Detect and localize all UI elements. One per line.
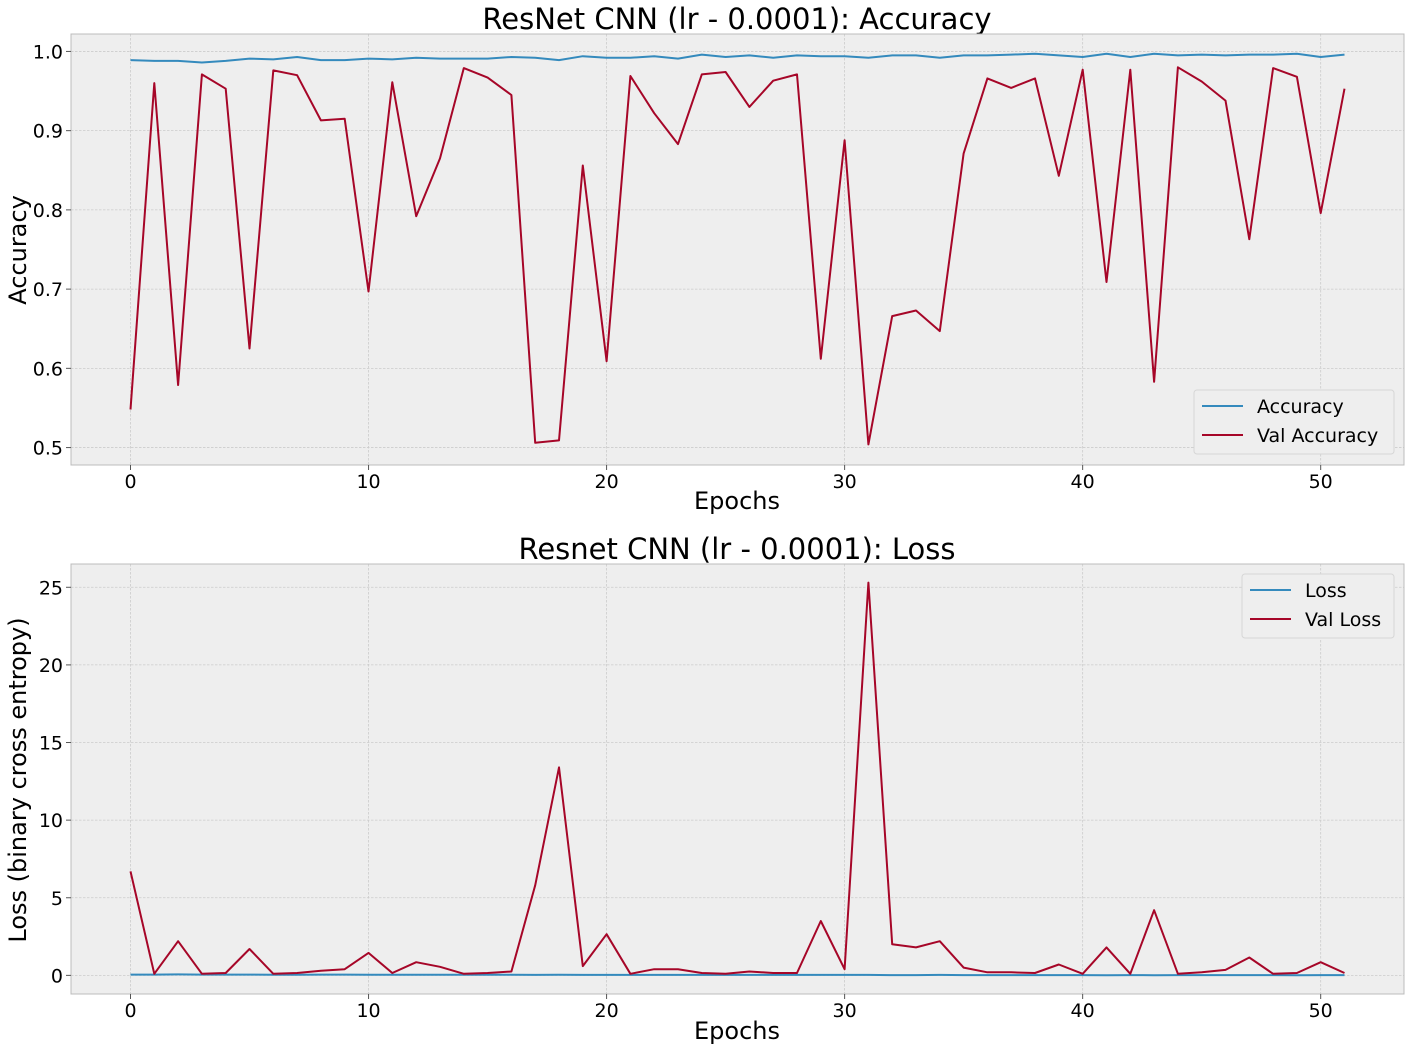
loss-x-tick-label: 30 (833, 1000, 857, 1022)
accuracy-legend: Accuracy Val Accuracy (1193, 389, 1395, 455)
loss-panel: Resnet CNN (lr - 0.0001): Loss 0 10 20 30 40… (4, 532, 1405, 1045)
loss-y-tick-label: 20 (39, 655, 63, 677)
loss-x-tick-label: 20 (594, 1000, 618, 1022)
accuracy-legend-box (1193, 389, 1395, 455)
accuracy-panel: ResNet CNN (lr - 0.0001): Accuracy 0 10 20… (4, 2, 1405, 515)
loss-x-axis-label: Epochs (694, 1017, 780, 1045)
accuracy-y-tick-label: 1.0 (33, 41, 63, 63)
loss-series-line-loss (130, 973, 1345, 977)
loss-x-tick-label: 0 (124, 1000, 136, 1022)
accuracy-x-tick-label: 30 (833, 471, 857, 493)
loss-x-tick-label: 10 (356, 1000, 380, 1022)
accuracy-legend-label-val-accuracy: Val Accuracy (1257, 425, 1378, 447)
accuracy-y-axis-label: Accuracy (4, 195, 32, 305)
loss-legend-label-loss: Loss (1305, 580, 1347, 602)
loss-y-tick-label: 15 (39, 733, 63, 755)
accuracy-x-tick-label: 50 (1309, 471, 1333, 493)
accuracy-plot-frame (70, 33, 1405, 466)
loss-chart-title: Resnet CNN (lr - 0.0001): Loss (518, 532, 955, 566)
loss-y-tick-label: 5 (51, 888, 63, 910)
accuracy-y-tick-label: 0.6 (33, 358, 63, 380)
accuracy-gridlines (71, 34, 1404, 465)
loss-legend-label-val-loss: Val Loss (1305, 609, 1381, 631)
loss-y-tick-label: 10 (39, 810, 63, 832)
accuracy-y-tick-label: 0.7 (33, 279, 63, 301)
loss-plot-frame (70, 563, 1405, 995)
accuracy-x-tick-label: 40 (1071, 471, 1095, 493)
loss-y-tick-label: 0 (51, 965, 63, 987)
accuracy-series-line-val-accuracy (129, 66, 1346, 446)
accuracy-y-tick-label: 0.9 (33, 121, 63, 143)
accuracy-legend-label-accuracy: Accuracy (1257, 396, 1344, 418)
accuracy-tick-labels: 0 10 20 30 40 50 0.5 0.6 0.7 0.8 0.9 1.0 (33, 41, 1333, 493)
loss-series-line-val-loss (129, 581, 1345, 975)
accuracy-series-line-accuracy (130, 52, 1345, 64)
loss-x-tick-label: 40 (1071, 1000, 1095, 1022)
accuracy-series-lines (129, 52, 1346, 446)
accuracy-plot-area (71, 34, 1404, 465)
accuracy-x-tick-label: 0 (124, 471, 136, 493)
loss-y-tick-label: 25 (39, 577, 63, 599)
accuracy-x-tick-label: 20 (594, 471, 618, 493)
loss-plot-area (71, 564, 1404, 994)
loss-tick-labels: 0 10 20 30 40 50 0 5 10 15 20 25 (39, 577, 1333, 1022)
accuracy-chart-title: ResNet CNN (lr - 0.0001): Accuracy (482, 2, 991, 36)
loss-x-tick-label: 50 (1309, 1000, 1333, 1022)
loss-legend: Loss Val Loss (1241, 573, 1395, 639)
accuracy-y-tick-label: 0.8 (33, 200, 63, 222)
accuracy-x-axis-label: Epochs (694, 487, 780, 515)
loss-series-lines (129, 581, 1345, 977)
accuracy-y-tick-label: 0.5 (33, 438, 63, 460)
loss-y-axis-label: Loss (binary cross entropy) (4, 617, 32, 942)
accuracy-x-tick-label: 10 (356, 471, 380, 493)
